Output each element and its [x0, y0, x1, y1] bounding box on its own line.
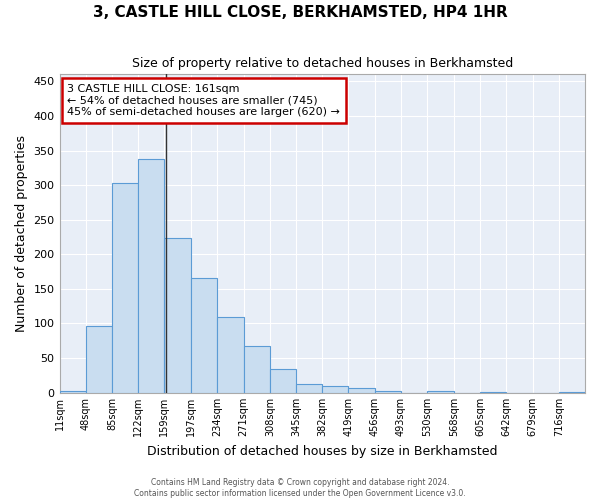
Bar: [164, 238, 191, 392]
Bar: [59, 390, 86, 392]
Text: 3 CASTLE HILL CLOSE: 161sqm
← 54% of detached houses are smaller (745)
45% of se: 3 CASTLE HILL CLOSE: 161sqm ← 54% of det…: [67, 84, 340, 117]
Title: Size of property relative to detached houses in Berkhamsted: Size of property relative to detached ho…: [131, 58, 513, 70]
Y-axis label: Number of detached properties: Number of detached properties: [15, 135, 28, 332]
Bar: [349, 388, 374, 392]
Bar: [138, 159, 164, 392]
Bar: [270, 369, 296, 392]
Bar: [112, 183, 138, 392]
Text: 3, CASTLE HILL CLOSE, BERKHAMSTED, HP4 1HR: 3, CASTLE HILL CLOSE, BERKHAMSTED, HP4 1…: [92, 5, 508, 20]
Bar: [374, 390, 401, 392]
X-axis label: Distribution of detached houses by size in Berkhamsted: Distribution of detached houses by size …: [147, 444, 497, 458]
Bar: [244, 346, 270, 393]
Bar: [322, 386, 349, 392]
Bar: [86, 326, 112, 392]
Bar: [217, 316, 244, 392]
Bar: [191, 278, 217, 392]
Text: Contains HM Land Registry data © Crown copyright and database right 2024.
Contai: Contains HM Land Registry data © Crown c…: [134, 478, 466, 498]
Bar: [427, 391, 454, 392]
Bar: [296, 384, 322, 392]
